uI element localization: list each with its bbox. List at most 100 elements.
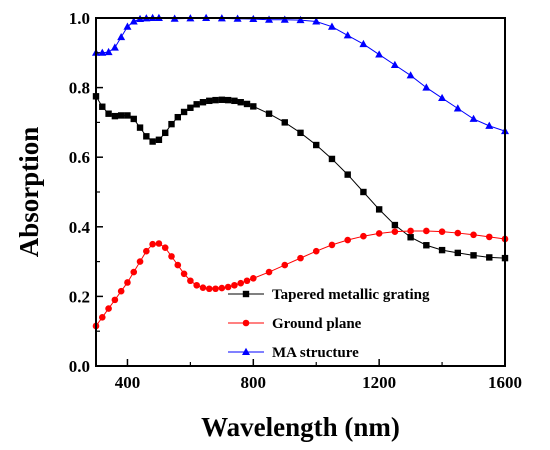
x-tick-label: 1600 (488, 373, 522, 392)
data-point (205, 285, 213, 293)
data-point (168, 253, 175, 260)
data-point (375, 206, 383, 213)
series-triangle (92, 13, 509, 135)
data-point (206, 97, 213, 105)
data-point (161, 244, 169, 251)
y-tick-label: 0.4 (69, 218, 91, 237)
data-point (327, 22, 336, 30)
y-axis-title: Absorption (14, 127, 44, 258)
data-point (136, 124, 144, 131)
data-point (297, 254, 304, 262)
data-point (375, 230, 383, 237)
data-point (168, 120, 175, 128)
data-point (99, 103, 106, 110)
axis-ticks: 400 800 1200 1600 0.0 0.2 0.4 0.6 0.8 1.0 (69, 9, 522, 392)
y-tick-label: 0.6 (69, 148, 90, 167)
data-point (485, 233, 493, 241)
y-tick-label: 0.2 (69, 287, 90, 306)
y-tick-label: 0.8 (69, 79, 90, 98)
data-point (124, 279, 131, 286)
data-point (117, 32, 126, 41)
legend-item: Tapered metallic grating (228, 287, 430, 303)
legend-item: MA structure (228, 345, 359, 361)
data-point (143, 133, 150, 140)
x-tick-label: 400 (115, 373, 141, 392)
data-point (199, 284, 207, 292)
data-point (162, 129, 169, 137)
data-point (199, 99, 207, 106)
data-point (218, 96, 226, 103)
data-point (111, 112, 119, 120)
data-point (250, 103, 257, 110)
data-point (470, 252, 477, 259)
data-point (296, 15, 305, 24)
data-point (454, 229, 462, 237)
data-point (180, 108, 188, 116)
data-point (265, 268, 273, 276)
data-point (155, 240, 163, 247)
data-point (136, 258, 144, 265)
data-point (224, 283, 232, 291)
data-point (250, 275, 257, 282)
data-point (360, 188, 367, 196)
data-point (105, 110, 112, 117)
legend-item: Ground plane (228, 316, 362, 332)
data-point (123, 22, 132, 30)
data-point (98, 313, 106, 321)
legend-label: MA structure (272, 345, 359, 361)
data-point (422, 83, 431, 91)
series-line (96, 17, 506, 132)
data-point (390, 60, 399, 68)
data-point (359, 39, 368, 48)
series-circle (92, 227, 509, 330)
data-point (129, 17, 138, 25)
data-point (423, 242, 430, 249)
data-point (104, 47, 113, 56)
plot-frame (95, 17, 506, 367)
data-point (438, 93, 447, 102)
x-axis-title: Wavelength (nm) (201, 412, 400, 442)
data-point (391, 221, 399, 229)
data-point (469, 114, 478, 122)
data-point (485, 121, 494, 129)
data-point (407, 234, 414, 241)
data-point (110, 43, 119, 51)
data-point (193, 281, 200, 289)
data-point (98, 48, 107, 56)
data-point (231, 281, 238, 289)
y-tick-label: 1.0 (69, 9, 90, 28)
data-point (312, 17, 321, 25)
data-point (180, 270, 188, 278)
data-point (187, 104, 194, 111)
data-point (193, 101, 200, 108)
data-point (486, 254, 493, 261)
data-point (312, 247, 320, 255)
data-point (375, 50, 384, 58)
data-point (149, 138, 156, 145)
data-point (212, 285, 219, 293)
data-point (328, 155, 336, 163)
data-point (155, 136, 163, 143)
x-tick-label: 800 (241, 373, 267, 392)
data-point (470, 231, 477, 239)
data-point (243, 277, 251, 285)
data-point (243, 100, 251, 108)
data-point (343, 31, 352, 39)
data-point (297, 129, 304, 137)
data-point (117, 112, 125, 119)
legend-marker (242, 347, 250, 355)
data-point (391, 228, 399, 235)
data-point (237, 279, 245, 287)
data-point (360, 232, 367, 240)
data-point (265, 15, 274, 23)
data-point (281, 119, 288, 126)
data-point (187, 277, 194, 285)
data-point (313, 141, 320, 149)
data-point (130, 268, 138, 276)
data-point (281, 261, 289, 269)
data-point (111, 296, 119, 304)
data-point (344, 236, 351, 244)
x-tick-label: 1200 (362, 373, 396, 392)
legend-marker (242, 290, 250, 298)
